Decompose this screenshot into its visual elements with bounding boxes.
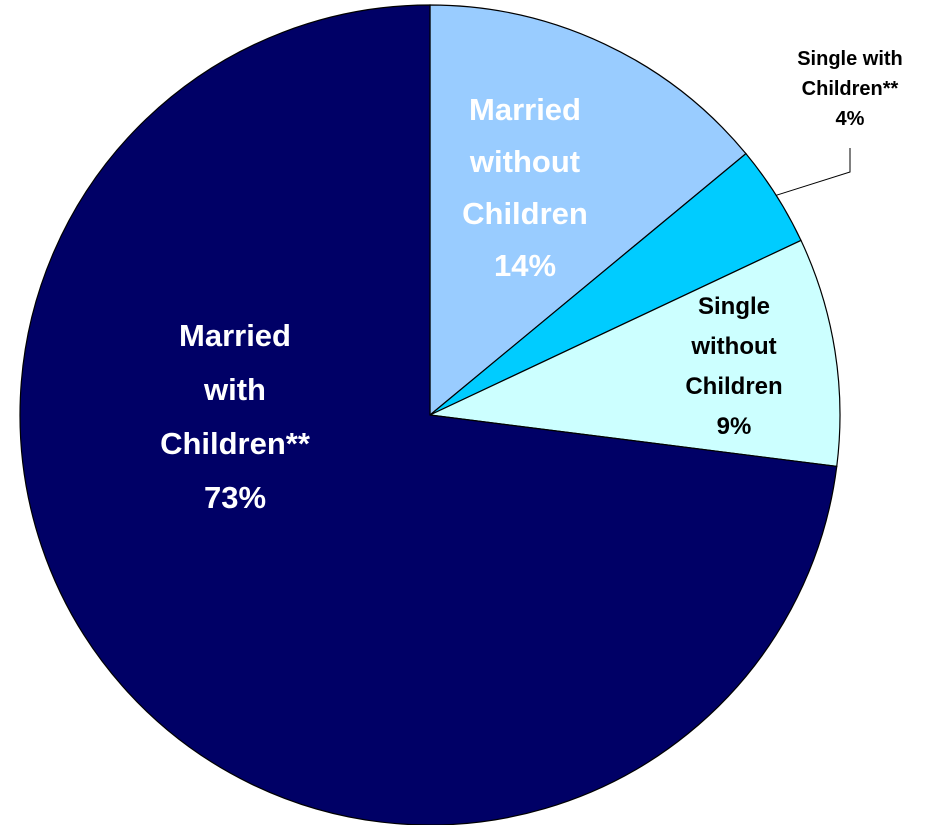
slice-percent-0: 14% [494, 248, 556, 283]
slice-percent-3: 73% [204, 480, 266, 515]
slice-label-line: Children [685, 373, 782, 400]
pie-slice-3 [19, 4, 838, 825]
slice-label-line: Married [179, 318, 291, 353]
slice-percent-2: 9% [717, 413, 752, 440]
slice-label-3: Married with Children** 73% [160, 318, 311, 515]
leader-line-1 [776, 148, 851, 196]
pie-slice-0 [429, 4, 747, 417]
slice-label-line: Single with [797, 48, 903, 70]
slice-label-line: Single [698, 293, 770, 320]
leaders-layer [776, 148, 851, 196]
slice-label-line: Children** [802, 78, 899, 100]
slice-label-2: Single without Children 9% [685, 293, 782, 440]
slice-label-line: without [690, 333, 776, 360]
slice-label-0: Married without Children 14% [462, 92, 588, 283]
slice-label-line: Children** [160, 426, 311, 461]
slice-percent-1: 4% [836, 108, 865, 130]
slice-label-line: Married [469, 92, 581, 127]
slice-label-line: with [203, 372, 266, 407]
slice-label-line: without [469, 144, 580, 179]
slice-label-1: Single with Children** 4% [797, 48, 903, 130]
labels-layer: Married without Children 14% Single with Chil… [160, 48, 903, 515]
slices-layer [19, 4, 841, 825]
slice-label-line: Children [462, 196, 588, 231]
pie-slice-2 [427, 239, 841, 468]
